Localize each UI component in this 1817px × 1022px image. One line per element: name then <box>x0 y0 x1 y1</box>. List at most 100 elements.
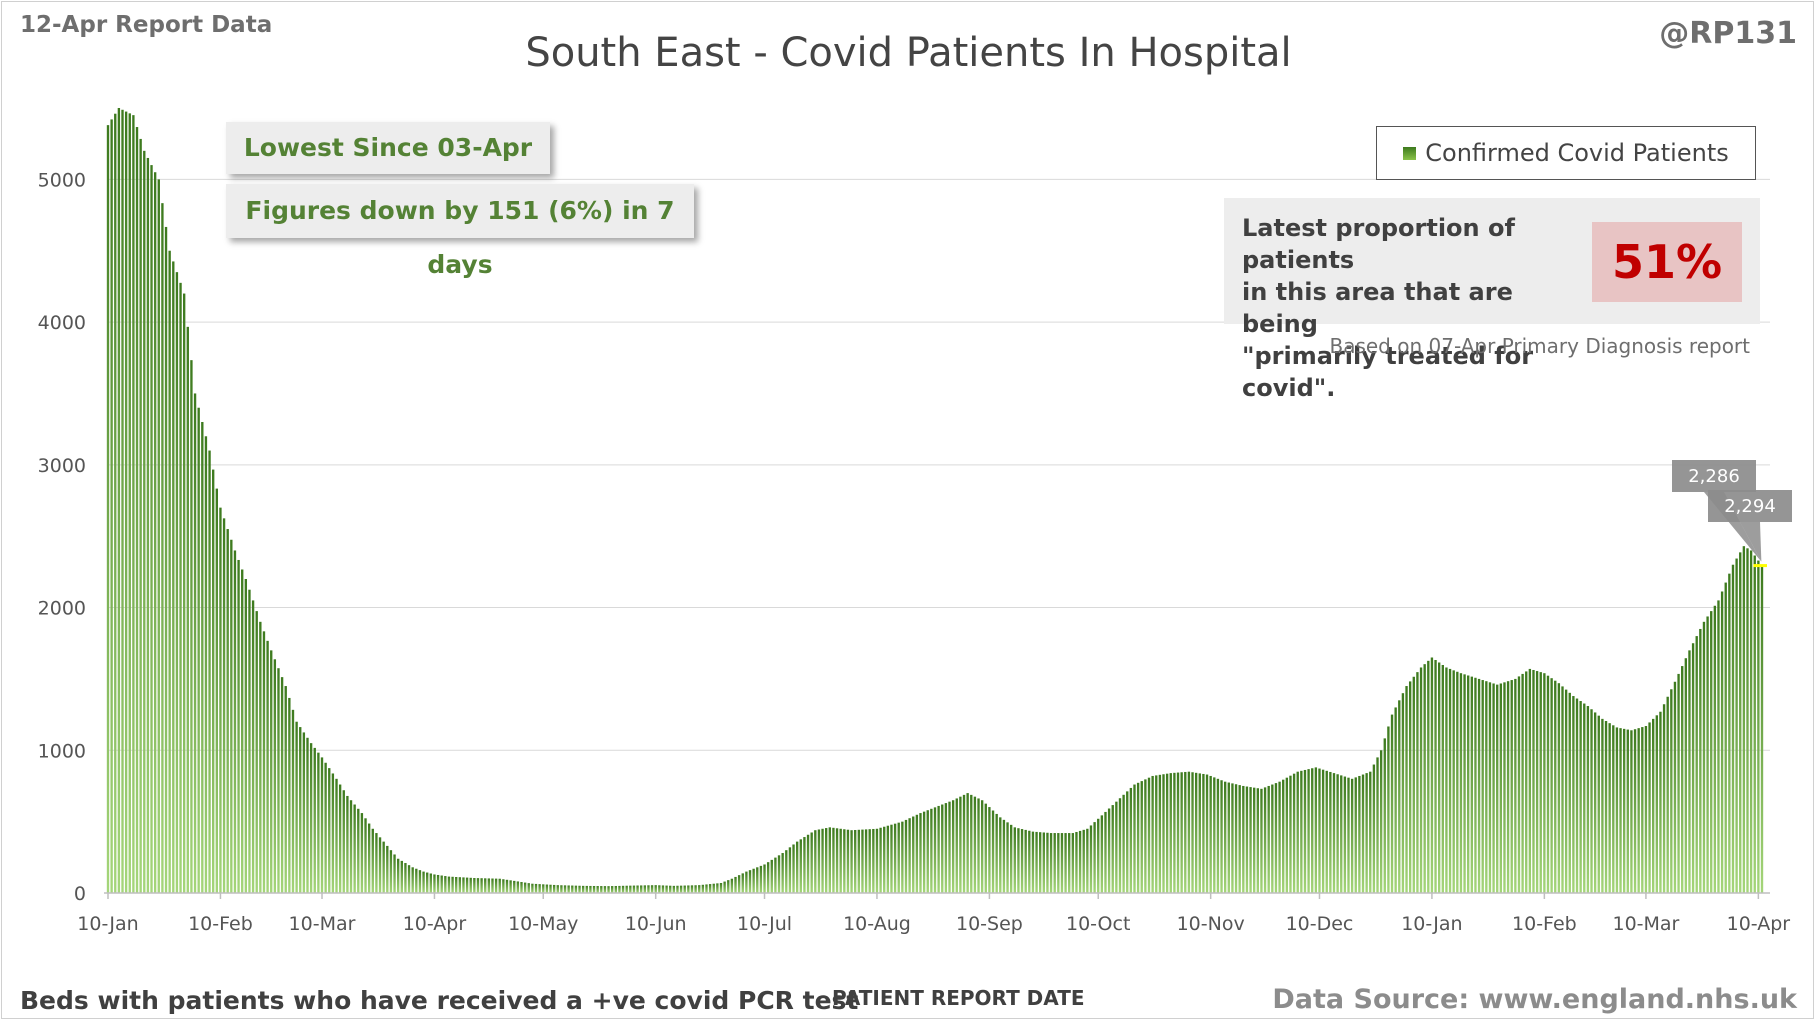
bar <box>600 886 603 893</box>
bar <box>959 796 962 893</box>
bar <box>346 795 349 893</box>
bar <box>110 119 113 893</box>
bar <box>106 125 110 894</box>
bar <box>1053 833 1056 893</box>
bar <box>962 794 966 893</box>
bar <box>1209 775 1212 893</box>
bar <box>465 877 469 893</box>
bar <box>1637 728 1640 893</box>
bar <box>1089 825 1093 893</box>
bar <box>1506 681 1510 893</box>
x-tick-label: 10-Oct <box>1066 913 1130 935</box>
bar <box>683 885 686 893</box>
bar <box>1521 673 1524 893</box>
bar <box>864 829 868 893</box>
bar <box>1481 680 1484 893</box>
bar <box>1557 683 1561 893</box>
bar <box>302 732 306 893</box>
bar <box>1659 711 1662 893</box>
bar <box>357 808 360 893</box>
bar <box>161 203 164 894</box>
bar <box>135 127 139 894</box>
bar <box>1532 669 1535 893</box>
bar <box>549 884 552 893</box>
bar <box>545 884 549 893</box>
x-tick-label: 10-Mar <box>289 913 356 935</box>
bar <box>991 810 995 893</box>
bar <box>825 828 828 893</box>
bar <box>810 832 813 893</box>
bar <box>1358 775 1361 893</box>
bar <box>513 880 516 893</box>
bar <box>1107 808 1111 893</box>
bar <box>516 881 520 893</box>
bar <box>759 865 763 893</box>
bar <box>632 885 636 893</box>
bar <box>1155 775 1158 893</box>
bar <box>1216 778 1220 893</box>
bar <box>1078 830 1082 893</box>
bar <box>1274 783 1278 893</box>
bar <box>1695 636 1698 893</box>
bar <box>186 326 189 893</box>
bar <box>317 752 320 893</box>
bar <box>766 862 770 893</box>
bar <box>1369 771 1372 893</box>
bar <box>1488 682 1492 893</box>
bar <box>1202 773 1205 893</box>
bar <box>741 873 744 893</box>
bar <box>1470 676 1474 893</box>
bar <box>1760 565 1764 893</box>
bar <box>1724 582 1727 893</box>
bar <box>1278 781 1281 893</box>
bar <box>153 172 157 893</box>
bar <box>1097 818 1100 893</box>
bar <box>1347 777 1350 893</box>
bar <box>1583 703 1586 893</box>
bar <box>690 885 694 893</box>
bar <box>1612 725 1615 893</box>
bar <box>342 790 345 893</box>
bar <box>1441 664 1444 893</box>
bar <box>1307 769 1310 893</box>
bar <box>1133 784 1136 893</box>
bar <box>1615 727 1619 893</box>
bar <box>480 878 483 893</box>
bar <box>1590 709 1593 893</box>
x-tick-label: 10-Mar <box>1612 913 1679 935</box>
bar <box>1220 780 1223 893</box>
bar <box>1477 678 1481 893</box>
bar <box>669 885 672 893</box>
bar <box>788 847 792 893</box>
bar <box>893 823 897 893</box>
bar <box>1430 657 1434 893</box>
bar <box>1267 785 1270 893</box>
bar <box>1394 707 1397 893</box>
bar <box>1039 832 1042 893</box>
bar <box>1071 833 1075 893</box>
bar <box>1728 573 1731 893</box>
bar <box>215 488 218 893</box>
bar <box>1173 772 1176 893</box>
bar <box>128 113 131 893</box>
bar <box>259 621 262 893</box>
bar <box>335 778 338 893</box>
bar <box>763 864 766 893</box>
bar <box>1332 773 1336 893</box>
bar <box>117 108 121 893</box>
bar <box>1194 772 1198 893</box>
bar <box>1630 730 1633 893</box>
bar <box>560 885 563 893</box>
bar <box>1604 721 1608 893</box>
bar <box>785 850 788 893</box>
bar <box>1688 650 1691 893</box>
bar <box>1303 769 1307 893</box>
bar <box>1492 683 1495 893</box>
bar <box>1713 605 1717 893</box>
bar <box>1329 771 1332 893</box>
x-tick-label: 10-Apr <box>403 913 467 935</box>
bar <box>712 883 715 893</box>
bar <box>328 768 331 893</box>
bar <box>121 109 124 894</box>
